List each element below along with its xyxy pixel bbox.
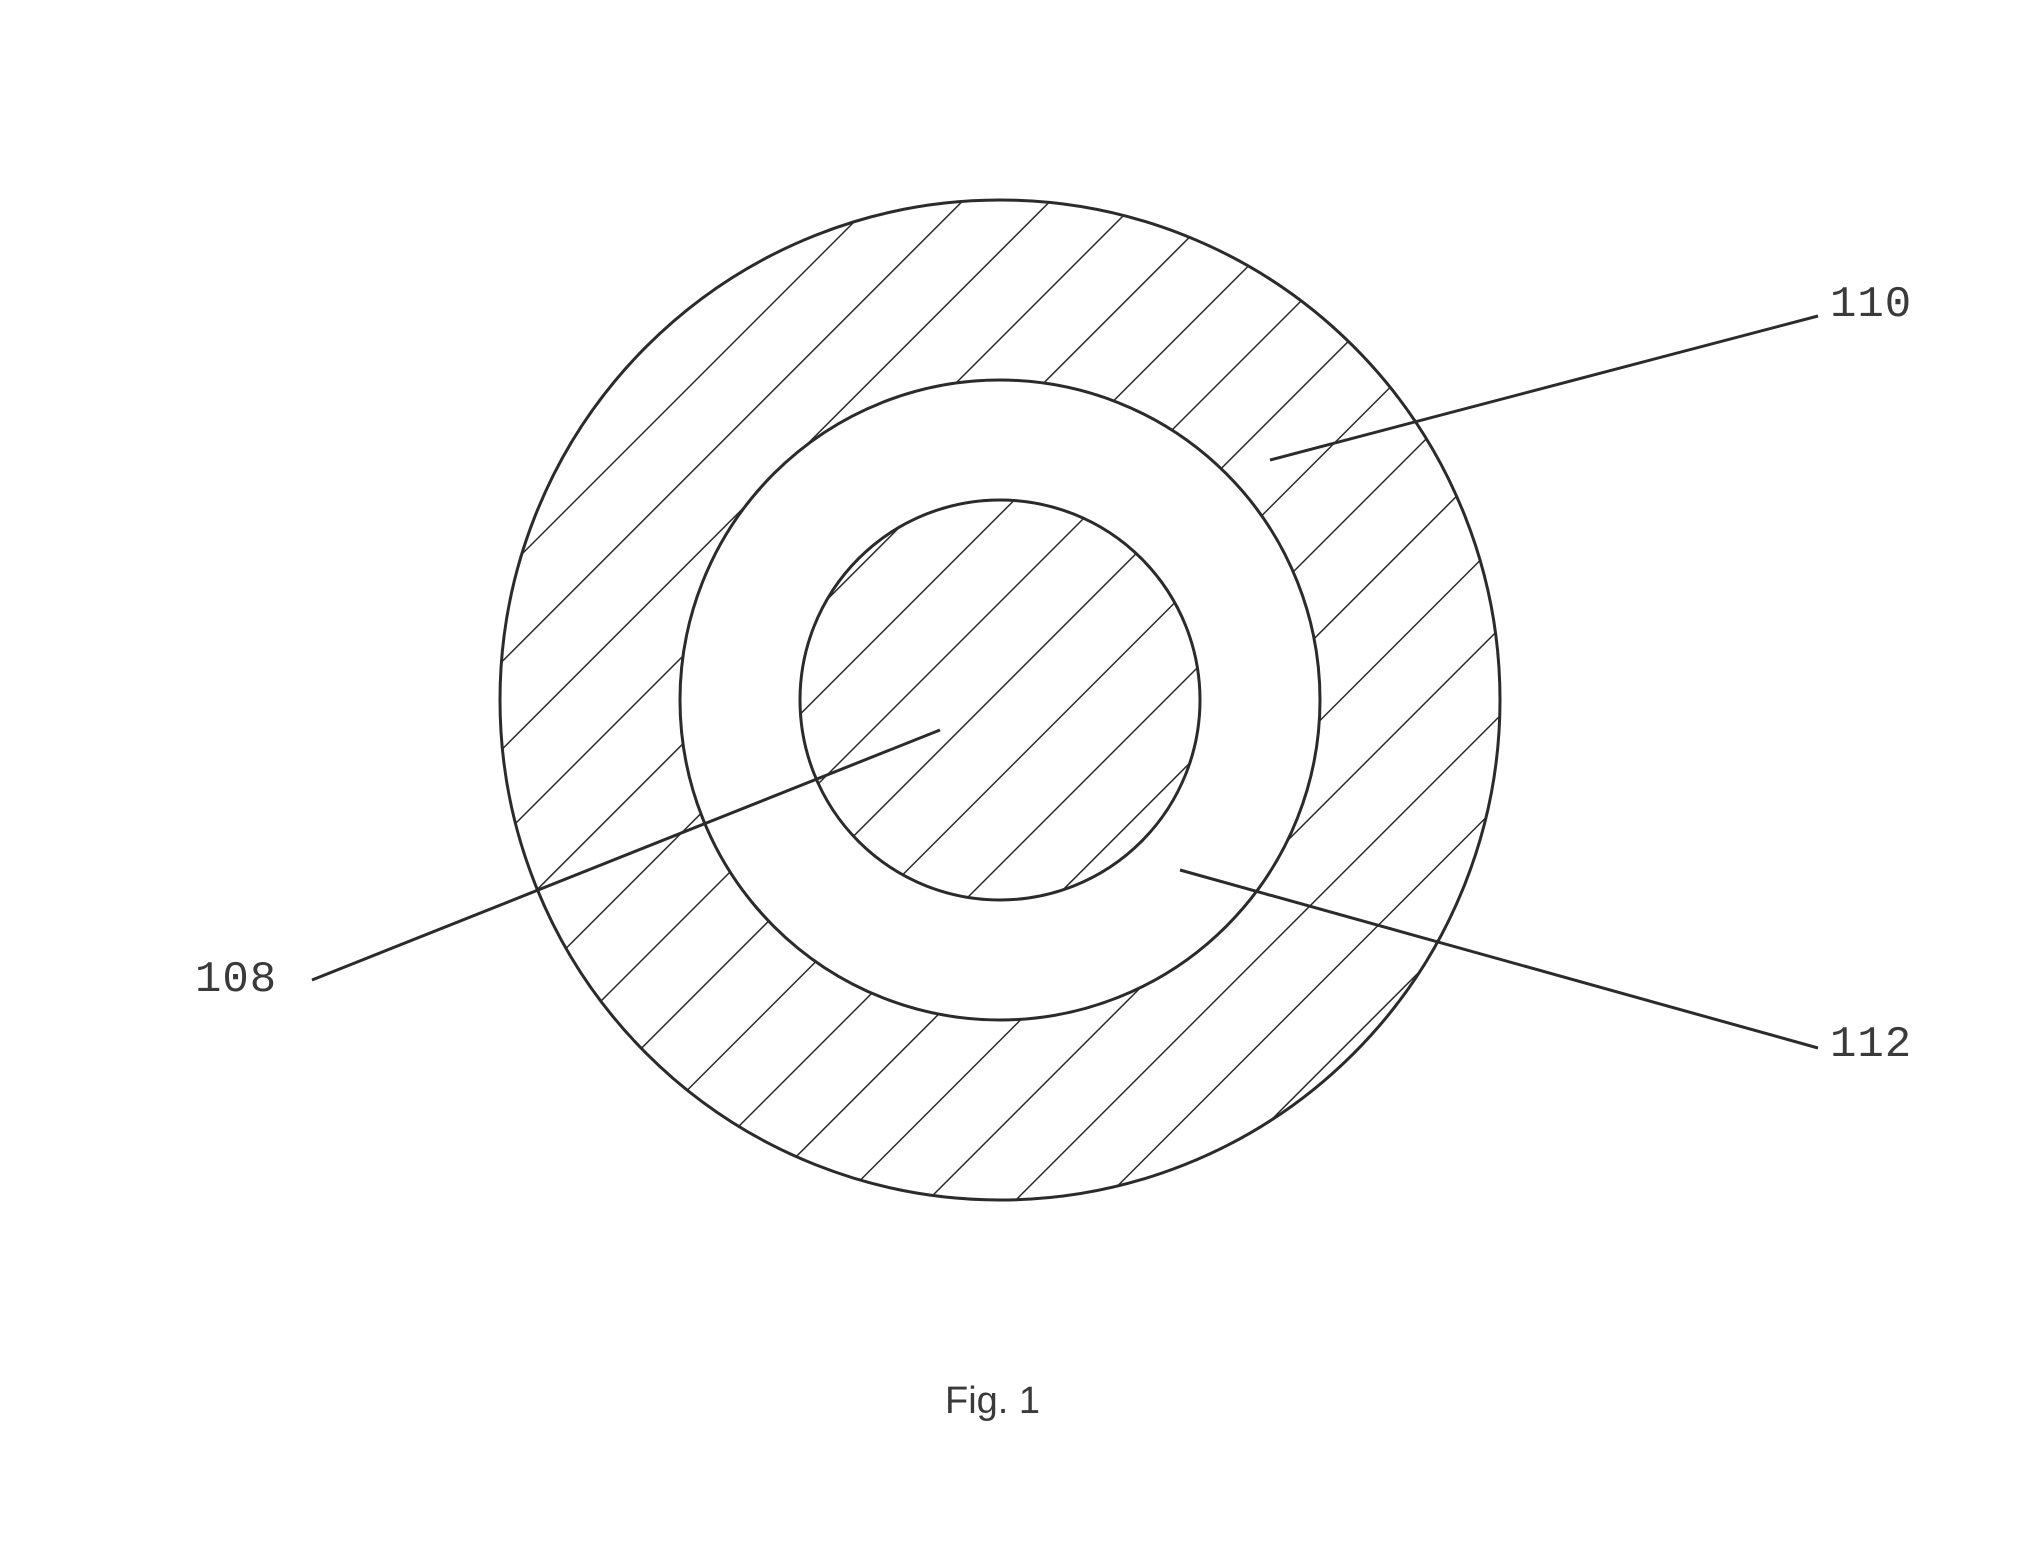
figure-svg xyxy=(0,0,2036,1559)
ref-label-112: 112 xyxy=(1830,1020,1912,1070)
figure-caption: Fig. 1 xyxy=(945,1380,1040,1423)
ref-label-108: 108 xyxy=(195,955,277,1005)
figure-canvas: 110 108 112 Fig. 1 xyxy=(0,0,2036,1559)
inner-core-hatched xyxy=(800,500,1200,900)
ref-label-110: 110 xyxy=(1830,280,1912,330)
